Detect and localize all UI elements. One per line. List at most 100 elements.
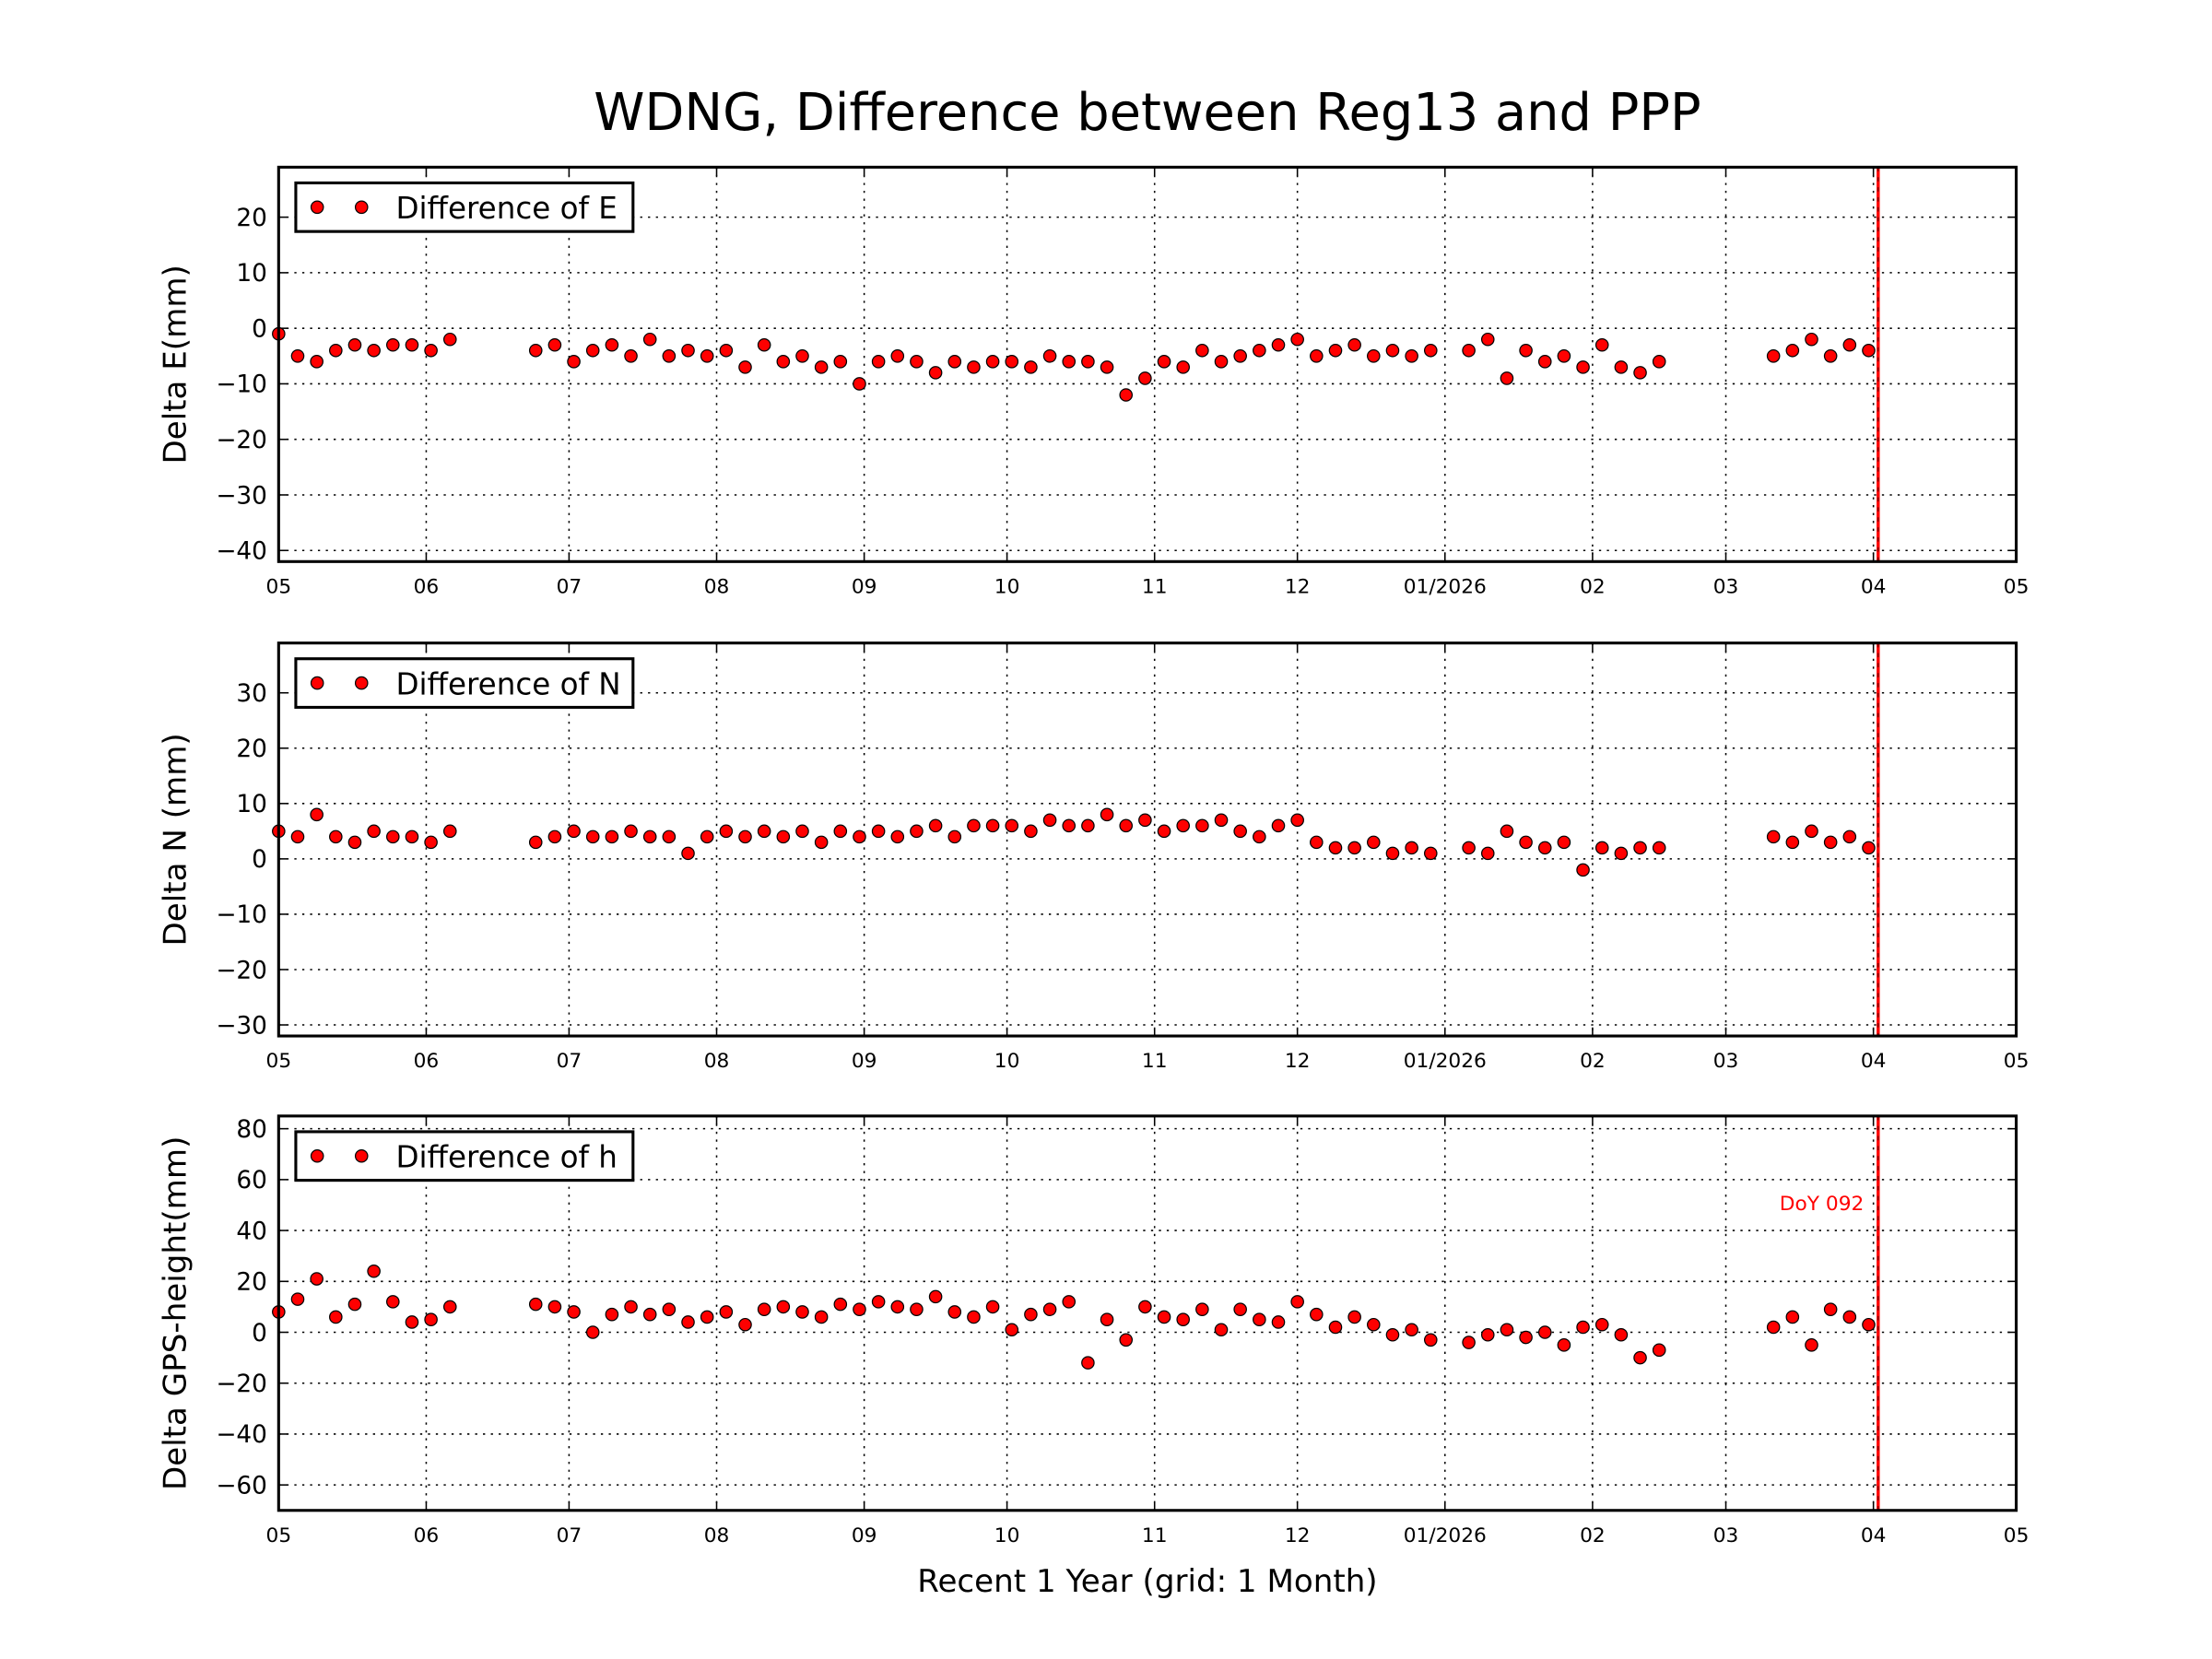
data-point [1271, 1315, 1286, 1329]
data-point [1823, 1302, 1838, 1316]
data-point [1614, 846, 1629, 861]
x-tick-label: 07 [557, 1524, 582, 1547]
data-point [1176, 1312, 1190, 1326]
data-point [1576, 360, 1590, 374]
data-point [605, 1307, 619, 1322]
data-point [642, 332, 657, 347]
y-tick-label: −60 [216, 1472, 267, 1500]
data-point [1271, 337, 1286, 352]
data-point [1233, 1302, 1247, 1316]
data-point [1462, 343, 1476, 358]
data-point [1480, 1327, 1495, 1342]
data-point [528, 343, 543, 358]
data-point [1253, 830, 1266, 844]
data-point [1347, 1310, 1361, 1324]
data-point [1100, 807, 1114, 822]
data-point [367, 824, 381, 839]
y-tick-label: 0 [252, 846, 267, 874]
data-point [928, 366, 943, 380]
data-point [547, 337, 562, 352]
data-point [1462, 841, 1476, 855]
data-point [405, 830, 419, 844]
data-point [1652, 1343, 1666, 1358]
data-point [367, 343, 381, 358]
data-point [967, 360, 981, 374]
y-tick-label: −20 [216, 957, 267, 984]
data-point [1500, 1323, 1514, 1337]
data-point [1195, 343, 1209, 358]
x-tick-label: 04 [1861, 575, 1887, 598]
data-point [1328, 1320, 1343, 1335]
data-point [947, 355, 962, 369]
x-tick-label: 05 [2004, 1050, 2030, 1073]
x-tick-label: 07 [557, 575, 582, 598]
data-point [1557, 349, 1571, 363]
data-point [681, 846, 695, 861]
y-tick-label: 20 [236, 205, 267, 232]
data-point [1594, 1317, 1609, 1332]
legend-marker [354, 200, 369, 215]
y-tick-label: 20 [236, 1269, 267, 1297]
data-point [1214, 813, 1229, 828]
data-point [1594, 337, 1609, 352]
legend-label: Difference of h [395, 1140, 617, 1175]
data-point [1157, 1310, 1171, 1324]
data-point [1633, 366, 1647, 380]
data-point [605, 830, 619, 844]
data-point [1024, 824, 1038, 839]
data-point [1119, 818, 1134, 833]
data-point [1385, 846, 1400, 861]
data-point [700, 830, 714, 844]
data-point [1310, 835, 1324, 850]
data-point [1766, 830, 1781, 844]
x-tick-label: 06 [414, 1524, 440, 1547]
x-tick-label: 07 [557, 1050, 582, 1073]
data-point [528, 1297, 543, 1312]
y-tick-label: −20 [216, 427, 267, 454]
data-point [1310, 349, 1324, 363]
y-tick-label: −20 [216, 1371, 267, 1398]
x-tick-label: 03 [1713, 1524, 1739, 1547]
data-point [1633, 841, 1647, 855]
data-point [833, 824, 848, 839]
data-point [814, 1310, 829, 1324]
data-point [1633, 1350, 1647, 1365]
data-point [1005, 355, 1019, 369]
y-tick-label: 60 [236, 1167, 267, 1194]
data-point [1119, 388, 1134, 402]
data-point [1462, 1335, 1476, 1349]
y-tick-label: −10 [216, 371, 267, 399]
axes-frame [276, 641, 2018, 1038]
x-tick-label: 05 [266, 575, 292, 598]
x-tick-label: 05 [266, 1524, 292, 1547]
x-tick-label: 04 [1861, 1050, 1887, 1073]
data-point [738, 830, 752, 844]
x-tick-label: 08 [704, 1050, 730, 1073]
data-point [871, 824, 886, 839]
y-tick-label: −30 [216, 1012, 267, 1040]
legend-box [294, 181, 635, 233]
data-point [1310, 1307, 1324, 1322]
data-point [1042, 1302, 1057, 1316]
x-tick-label: 10 [994, 575, 1020, 598]
data-point [776, 355, 791, 369]
data-point [1214, 355, 1229, 369]
data-point [757, 337, 771, 352]
x-tick-label: 03 [1713, 1050, 1739, 1073]
data-point [738, 360, 752, 374]
y-tick-label: 10 [236, 260, 267, 288]
data-point [347, 337, 362, 352]
data-point [985, 355, 1000, 369]
y-axis-label: Delta E(mm) [158, 265, 194, 464]
legend-marker [310, 1148, 324, 1163]
data-point [1100, 1312, 1114, 1326]
data-point [681, 1315, 695, 1329]
data-point [1405, 841, 1418, 855]
data-point [681, 343, 695, 358]
x-tick-label: 01/2026 [1404, 575, 1487, 598]
data-point [795, 349, 809, 363]
data-point [1862, 343, 1876, 358]
